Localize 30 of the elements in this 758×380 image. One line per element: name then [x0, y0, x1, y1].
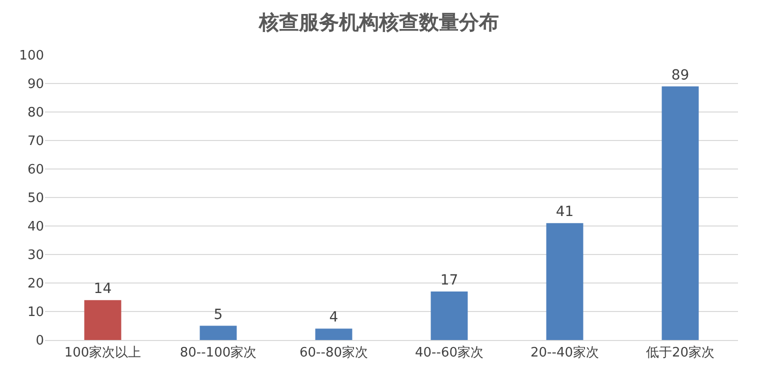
y-tick-label: 40	[27, 220, 44, 235]
bar	[84, 300, 122, 340]
bar	[662, 86, 699, 340]
y-tick-label: 90	[27, 77, 44, 92]
y-tick-label: 20	[27, 276, 44, 292]
y-tick-label: 10	[27, 305, 44, 320]
bar	[430, 292, 468, 340]
y-tick-label: 70	[27, 134, 44, 150]
x-tick-label: 100家次以上	[64, 344, 142, 361]
bar	[200, 326, 237, 340]
x-tick-label: 低于20家次	[646, 344, 715, 361]
y-tick-label: 60	[27, 162, 44, 178]
bar	[315, 328, 352, 340]
x-tick-label: 40--60家次	[415, 344, 484, 361]
y-tick-label: 80	[27, 106, 44, 121]
x-tick-label: 60--80家次	[300, 344, 368, 361]
data-label: 4	[329, 310, 338, 326]
bar	[546, 223, 584, 340]
data-label: 5	[214, 306, 223, 323]
y-tick-label: 100	[19, 48, 44, 64]
data-label: 41	[556, 204, 574, 220]
data-label: 17	[440, 272, 458, 289]
data-label: 14	[94, 281, 112, 298]
y-tick-label: 50	[27, 191, 44, 206]
x-tick-label: 80--100家次	[180, 344, 257, 361]
chart-title: 核查服务机构核查数量分布	[258, 10, 499, 34]
y-tick-label: 0	[36, 334, 44, 349]
y-tick-label: 30	[27, 248, 44, 264]
data-label: 89	[671, 67, 690, 84]
x-tick-label: 20--40家次	[530, 344, 599, 361]
